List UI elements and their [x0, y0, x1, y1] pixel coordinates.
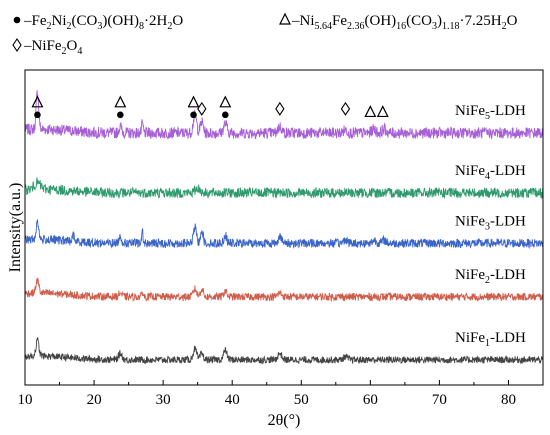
legend-entry-0-part-8: ·2H [144, 13, 167, 29]
legend-entry-0-part-2: Ni [52, 13, 67, 29]
peak-marker-diamond-6 [197, 101, 207, 116]
x-tick-label-20: 20 [87, 392, 102, 408]
series-label-0: NiFe5-LDH [455, 103, 526, 122]
legend-entry-1-part-5: 16 [396, 21, 406, 32]
legend-entry-1: –Ni5.64Fe2.36(OH)16(CO3)1.18·7.25H2O [291, 13, 518, 32]
legend-entry-1-part-2: Fe [332, 13, 347, 29]
legend-entry-2: –NiFe2O4 [23, 38, 82, 57]
legend-entry-0-part-9: 2 [167, 21, 172, 32]
series-line-2 [24, 219, 544, 250]
x-tick-label-40: 40 [225, 392, 240, 408]
legend-symbol-triangle [279, 12, 291, 25]
x-tick-label-50: 50 [294, 392, 309, 408]
legend-entry-0-part-5: 3 [97, 21, 102, 32]
series-label-2-part-1: 3 [485, 221, 490, 232]
legend-symbol-diamond [12, 38, 22, 52]
legend-entry-2-part-2: O [67, 38, 78, 54]
series-label-1-part-2: -LDH [490, 163, 526, 179]
peak-marker-dot-5 [190, 111, 197, 119]
x-tick-label-30: 30 [156, 392, 171, 408]
legend-entry-1-part-3: 2.36 [347, 21, 365, 32]
legend-entry-0-part-4: (CO [72, 13, 98, 29]
series-label-1: NiFe4-LDH [455, 163, 526, 182]
legend-entry-1-part-6: (CO [406, 13, 432, 29]
series-label-2: NiFe3-LDH [455, 213, 526, 232]
series-label-4-part-0: NiFe [455, 330, 485, 346]
series-label-0-part-0: NiFe [455, 103, 485, 119]
series-label-2-part-2: -LDH [490, 213, 526, 229]
series-label-2-part-0: NiFe [455, 213, 485, 229]
legend-entry-2-part-3: 4 [77, 46, 82, 57]
series-label-4: NiFe1-LDH [455, 330, 526, 349]
series-label-3-part-1: 2 [485, 275, 490, 286]
legend-entry-1-part-8: ) [437, 13, 442, 29]
peak-marker-triangle-2 [114, 95, 127, 108]
x-tick-label-10: 10 [18, 392, 33, 408]
peak-marker-dot-3 [117, 111, 124, 119]
legend-entry-1-part-7: 3 [432, 21, 437, 32]
series-label-4-part-1: 1 [485, 338, 490, 349]
series-label-3: NiFe2-LDH [455, 267, 526, 286]
legend-entry-0-part-7: 8 [139, 21, 144, 32]
legend-entry-0: –Fe2Ni2(CO3)(OH)8·2H2O [23, 13, 183, 32]
series-label-1-part-1: 4 [485, 171, 490, 182]
legend-entry-1-part-4: (OH) [365, 13, 397, 29]
series-label-3-part-2: -LDH [490, 267, 526, 283]
series-line-4 [24, 336, 544, 365]
peak-marker-triangle-12 [376, 105, 389, 118]
peak-marker-triangle-0 [31, 95, 44, 108]
legend-entry-1-part-9: 1.18 [442, 21, 460, 32]
legend-entry-1-part-0: –Ni [291, 13, 315, 29]
legend: –Fe2Ni2(CO3)(OH)8·2H2O –Ni5.64Fe2.36(OH)1… [12, 12, 518, 57]
series-label-4-part-2: -LDH [490, 330, 526, 346]
peak-marker-diamond-9 [275, 101, 285, 116]
legend-symbol-dot [13, 16, 21, 24]
x-tick-label-60: 60 [363, 392, 378, 408]
series-line-3 [24, 277, 544, 303]
series-label-0-part-1: 5 [485, 111, 490, 122]
series-label-3-part-0: NiFe [455, 267, 485, 283]
peak-marker-triangle-7 [219, 95, 232, 108]
legend-entry-0-part-6: )(OH) [102, 13, 139, 29]
series-label-1-part-0: NiFe [455, 163, 485, 179]
x-tick-label-80: 80 [501, 392, 516, 408]
x-tick-label-70: 70 [432, 392, 447, 408]
axes: 10 20 30 40 50 60 70 80 [18, 69, 544, 408]
peak-marker-triangle-11 [364, 105, 377, 118]
legend-entry-1-part-1: 5.64 [315, 21, 333, 32]
legend-entry-0-part-3: 2 [67, 21, 72, 32]
legend-entry-1-part-12: O [507, 13, 518, 29]
legend-entry-0-part-1: 2 [47, 21, 52, 32]
peak-marker-dot-1 [34, 111, 41, 119]
plot-frame [24, 69, 544, 386]
series-group [24, 90, 544, 365]
series-line-1 [24, 177, 544, 200]
series-label-0-part-2: -LDH [490, 103, 526, 119]
peak-marker-dot-8 [221, 111, 229, 119]
y-axis-title: Intensity(a.u.) [7, 183, 24, 273]
legend-entry-0-part-0: –Fe [23, 13, 47, 29]
series-labels: NiFe5-LDHNiFe4-LDHNiFe3-LDHNiFe2-LDHNiFe… [455, 103, 526, 349]
series-line-0 [24, 90, 544, 140]
x-axis-title: 2θ(°) [268, 412, 301, 429]
legend-entry-2-part-0: –NiFe [23, 38, 62, 54]
peak-marker-diamond-10 [340, 101, 351, 116]
legend-entry-1-part-11: 2 [502, 21, 507, 32]
legend-entry-0-part-10: O [172, 13, 183, 29]
legend-entry-2-part-1: 2 [62, 46, 67, 57]
peak-marker-triangle-4 [187, 95, 200, 108]
legend-entry-1-part-10: ·7.25H [460, 13, 502, 29]
peak-markers [31, 95, 389, 119]
